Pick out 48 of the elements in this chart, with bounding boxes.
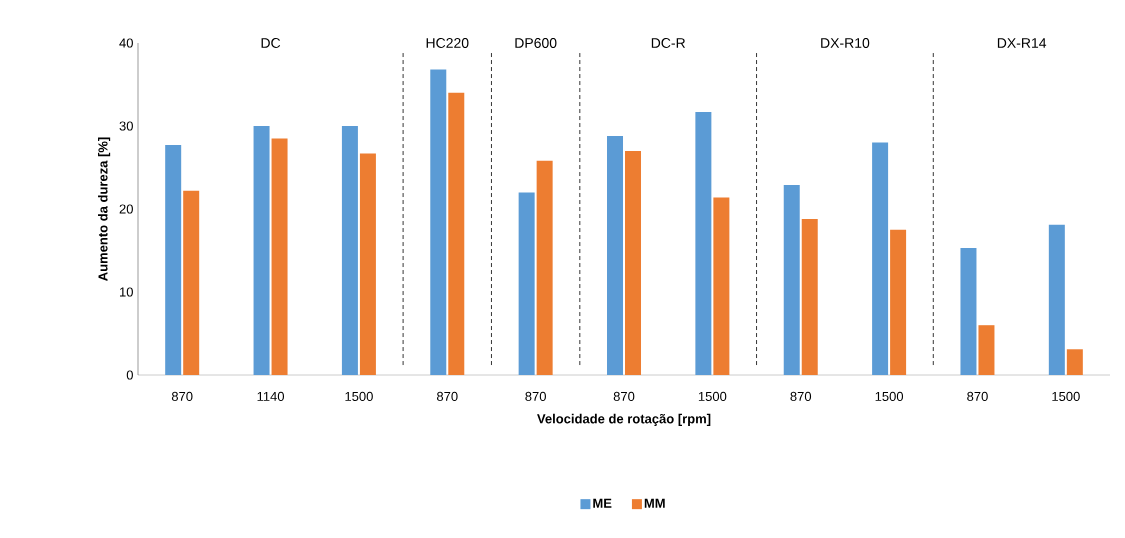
x-tick-label: 870	[790, 391, 812, 401]
bar	[890, 229, 907, 375]
y-tick-label: 20	[119, 204, 133, 214]
annotation: DX-R14	[997, 38, 1047, 48]
y-tick-label: 0	[126, 370, 133, 380]
x-axis-title: Velocidade de rotação [rpm]	[537, 413, 711, 426]
x-tick-label: 1500	[345, 391, 373, 401]
bar	[536, 160, 553, 375]
x-tick-label: 1500	[875, 391, 904, 401]
bar	[713, 197, 730, 375]
bar	[625, 150, 642, 375]
bar	[165, 145, 182, 375]
y-tick-label: 30	[119, 121, 133, 131]
bar	[607, 135, 624, 375]
x-tick-label: 870	[525, 391, 546, 401]
legend-label: ME	[593, 498, 612, 508]
bar	[341, 126, 358, 375]
bar	[1048, 224, 1065, 375]
y-axis-title: Aumento da dureza [%]	[98, 137, 111, 281]
bar	[183, 190, 200, 375]
bar	[695, 111, 712, 375]
bar	[960, 248, 977, 375]
bar	[783, 184, 800, 375]
bar	[978, 325, 995, 375]
x-tick-label: 1500	[698, 391, 727, 401]
annotation: HC220	[426, 38, 469, 48]
bar	[253, 126, 270, 375]
x-tick-label: 870	[613, 391, 635, 401]
annotation: DX-R10	[821, 38, 870, 48]
annotation: DP600	[515, 38, 557, 48]
x-tick-label: 870	[967, 391, 988, 401]
x-tick-label: 1500	[1052, 391, 1080, 401]
x-tick-label: 870	[437, 391, 458, 401]
annotation: DC-R	[651, 38, 686, 48]
y-tick-label: 10	[119, 287, 133, 297]
x-tick-label: 870	[171, 391, 193, 401]
y-tick-label: 40	[119, 38, 133, 48]
bar	[359, 153, 376, 375]
annotation: DC	[261, 38, 281, 48]
bar	[430, 69, 447, 375]
bar	[872, 142, 889, 375]
legend-label: MM	[644, 498, 665, 508]
bar	[801, 218, 818, 375]
bar	[518, 192, 535, 375]
bar	[1066, 349, 1083, 375]
bar	[271, 138, 288, 375]
bar	[448, 92, 465, 375]
x-tick-label: 1140	[257, 391, 285, 401]
